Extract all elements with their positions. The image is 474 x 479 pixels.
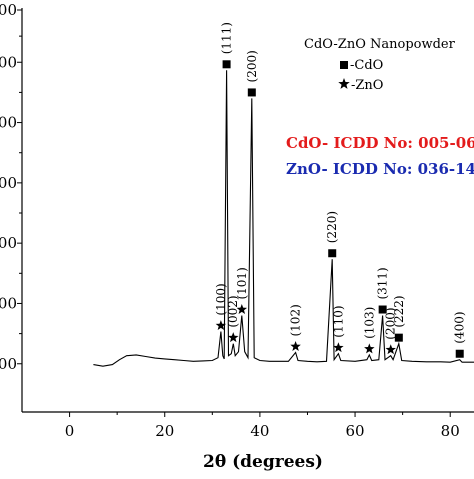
legend-star-icon bbox=[338, 78, 350, 89]
y-tick-label: 00 bbox=[0, 1, 17, 19]
y-tick-label: 00 bbox=[0, 114, 17, 132]
peak-hkl-label: (103) bbox=[362, 307, 376, 339]
x-tick-label: 40 bbox=[250, 422, 269, 440]
legend-entry-cdo: -CdO bbox=[350, 58, 383, 73]
tick-marks: 0 20 40 60 80 00 00 00 00 00 00 00 bbox=[0, 1, 460, 440]
peak-hkl-label: (111) bbox=[220, 22, 234, 54]
annotation-cdo-icdd: CdO- ICDD No: 005-064 bbox=[286, 134, 474, 152]
x-tick-label: 60 bbox=[346, 422, 365, 440]
zno-peak-marker-star-icon bbox=[215, 320, 227, 331]
peak-hkl-label: (311) bbox=[376, 267, 390, 299]
legend-entry-zno: -ZnO bbox=[351, 78, 383, 93]
peak-hkl-label: (110) bbox=[331, 305, 345, 337]
series-layer bbox=[93, 70, 474, 367]
x-axis-title: 2θ (degrees) bbox=[203, 452, 323, 472]
zno-peak-marker-star-icon bbox=[385, 344, 396, 355]
y-tick-label: 00 bbox=[0, 53, 17, 71]
peak-hkl-label: (100) bbox=[214, 283, 228, 315]
y-tick-label: 00 bbox=[0, 234, 17, 252]
peak-hkl-label: (222) bbox=[392, 295, 406, 327]
peak-markers bbox=[215, 60, 464, 358]
y-tick-label: 00 bbox=[0, 294, 17, 312]
cdo-peak-marker-square-icon bbox=[394, 333, 403, 342]
cdo-peak-marker-square-icon bbox=[328, 249, 337, 258]
peak-hkl-label: (101) bbox=[235, 267, 249, 299]
zno-peak-marker-star-icon bbox=[364, 343, 375, 354]
legend-title: CdO-ZnO Nanopowder bbox=[304, 37, 456, 52]
cdo-peak-marker-square-icon bbox=[455, 349, 464, 358]
peak-hkl-label: (400) bbox=[453, 311, 467, 343]
zno-peak-marker-star-icon bbox=[333, 342, 344, 353]
legend: CdO-ZnO Nanopowder -CdO -ZnO bbox=[304, 37, 456, 93]
x-tick-label: 80 bbox=[441, 422, 460, 440]
peak-hkl-label: (200) bbox=[245, 50, 259, 82]
peak-hkl-label: (102) bbox=[289, 304, 303, 336]
zno-peak-marker-star-icon bbox=[290, 341, 301, 351]
xrd-pattern-line bbox=[93, 70, 474, 367]
cdo-peak-marker-square-icon bbox=[222, 60, 231, 69]
cdo-peak-marker-square-icon bbox=[378, 305, 387, 314]
zno-peak-marker-star-icon bbox=[236, 304, 248, 314]
peak-hkl-label: (002) bbox=[226, 295, 240, 327]
zno-peak-marker-star-icon bbox=[228, 332, 239, 343]
y-tick-label: 00 bbox=[0, 355, 17, 373]
axes bbox=[21, 8, 474, 413]
x-tick-label: 0 bbox=[65, 422, 75, 440]
annotation-zno-icdd: ZnO- ICDD No: 036-145 bbox=[286, 160, 474, 178]
y-tick-label: 00 bbox=[0, 174, 17, 192]
peak-labels: (111) (200) (100)(002)(101) (102) (220) (110)… bbox=[214, 22, 467, 344]
cdo-peak-marker-square-icon bbox=[247, 88, 256, 97]
legend-square-icon bbox=[340, 61, 348, 69]
x-tick-label: 20 bbox=[155, 422, 174, 440]
peak-hkl-label: (200) bbox=[384, 307, 398, 339]
peak-hkl-label: (220) bbox=[325, 211, 339, 243]
